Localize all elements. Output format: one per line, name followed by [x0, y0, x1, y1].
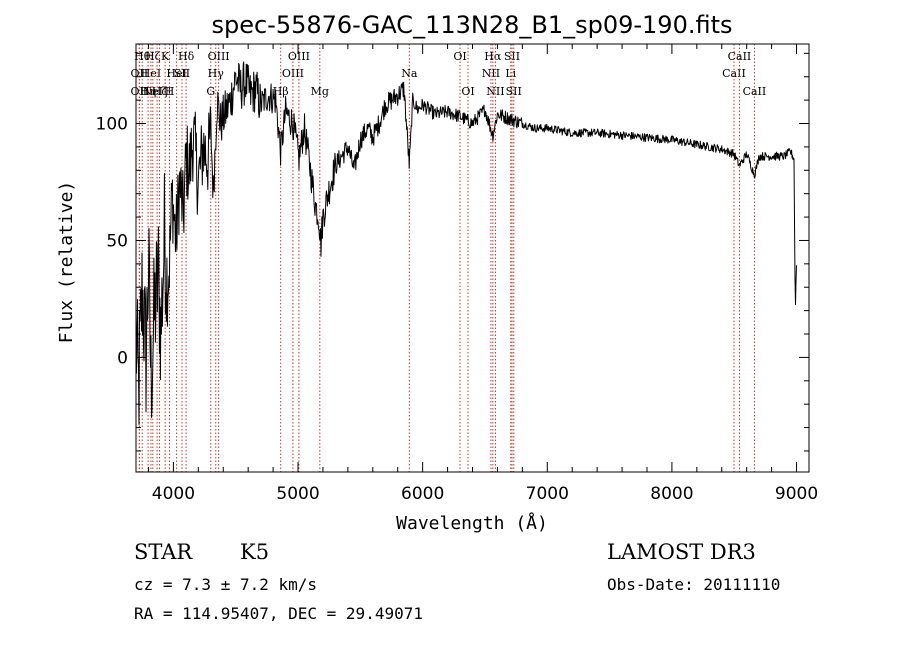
observation-date: Obs-Date: 20111110	[607, 575, 781, 594]
marker-label-6: NeIII	[142, 85, 171, 98]
object-class: STAR	[134, 540, 193, 564]
redshift-value: cz = 7.3 ± 7.2 km/s	[134, 575, 318, 594]
marker-label-13: G	[206, 85, 215, 98]
x-tick-label-9000: 9000	[775, 484, 818, 504]
marker-label-12: Hδ	[178, 50, 195, 63]
marker-label-28: SII	[506, 85, 522, 98]
marker-label-24: Hα	[484, 50, 502, 63]
marker-label-26: Li	[505, 67, 516, 80]
spectral-subclass: K5	[240, 540, 270, 564]
spectrum-line	[135, 61, 797, 425]
marker-label-16: Hβ	[273, 85, 289, 98]
marker-label-23: NII	[482, 67, 500, 80]
x-tick-label-6000: 6000	[401, 484, 444, 504]
marker-label-3: Hη	[140, 85, 156, 98]
axes: 4000 5000 6000 7000 8000 9000 0 50 100	[96, 44, 818, 504]
y-axis-label: Flux (relative)	[56, 181, 77, 344]
marker-label-19: Mg	[311, 85, 329, 98]
marker-label-8: K	[161, 50, 170, 63]
marker-label-7: Hζ	[152, 85, 168, 98]
marker-label-29: CaII	[722, 67, 746, 80]
y-tick-label-50: 50	[106, 231, 128, 251]
marker-label-2: OII	[131, 85, 149, 98]
y-tick-label-100: 100	[96, 115, 128, 135]
coordinates: RA = 114.95407, DEC = 29.49071	[134, 604, 423, 623]
x-tick-label-5000: 5000	[276, 484, 319, 504]
marker-label-14: Hγ	[208, 67, 225, 80]
spectrum-layer	[135, 61, 797, 425]
marker-label-31: CaII	[743, 85, 767, 98]
marker-label-22: OI	[461, 85, 474, 98]
survey-release: LAMOST DR3	[607, 540, 756, 564]
marker-label-20: Na	[401, 67, 418, 80]
marker-label-5: Hζ	[145, 50, 161, 63]
chart-title: spec-55876-GAC_113N28_B1_sp09-190.fits	[211, 11, 732, 39]
marker-label-27: SII	[504, 50, 520, 63]
marker-label-25: NII	[486, 85, 504, 98]
marker-label-15: OIII	[208, 50, 230, 63]
marker-label-21: OI	[453, 50, 466, 63]
x-tick-label-4000: 4000	[152, 484, 195, 504]
y-tick-label-0: 0	[117, 348, 128, 368]
x-tick-label-7000: 7000	[526, 484, 569, 504]
marker-label-18: OIII	[288, 50, 310, 63]
marker-label-17: OIII	[282, 67, 304, 80]
x-tick-label-8000: 8000	[650, 484, 693, 504]
marker-label-30: CaII	[728, 50, 752, 63]
marker-label-9: H	[165, 85, 175, 98]
marker-label-11: SII	[174, 67, 190, 80]
marker-label-4: HeI	[141, 67, 161, 80]
plot-frame	[135, 43, 810, 473]
x-axis-label: Wavelength (Å)	[396, 512, 548, 534]
